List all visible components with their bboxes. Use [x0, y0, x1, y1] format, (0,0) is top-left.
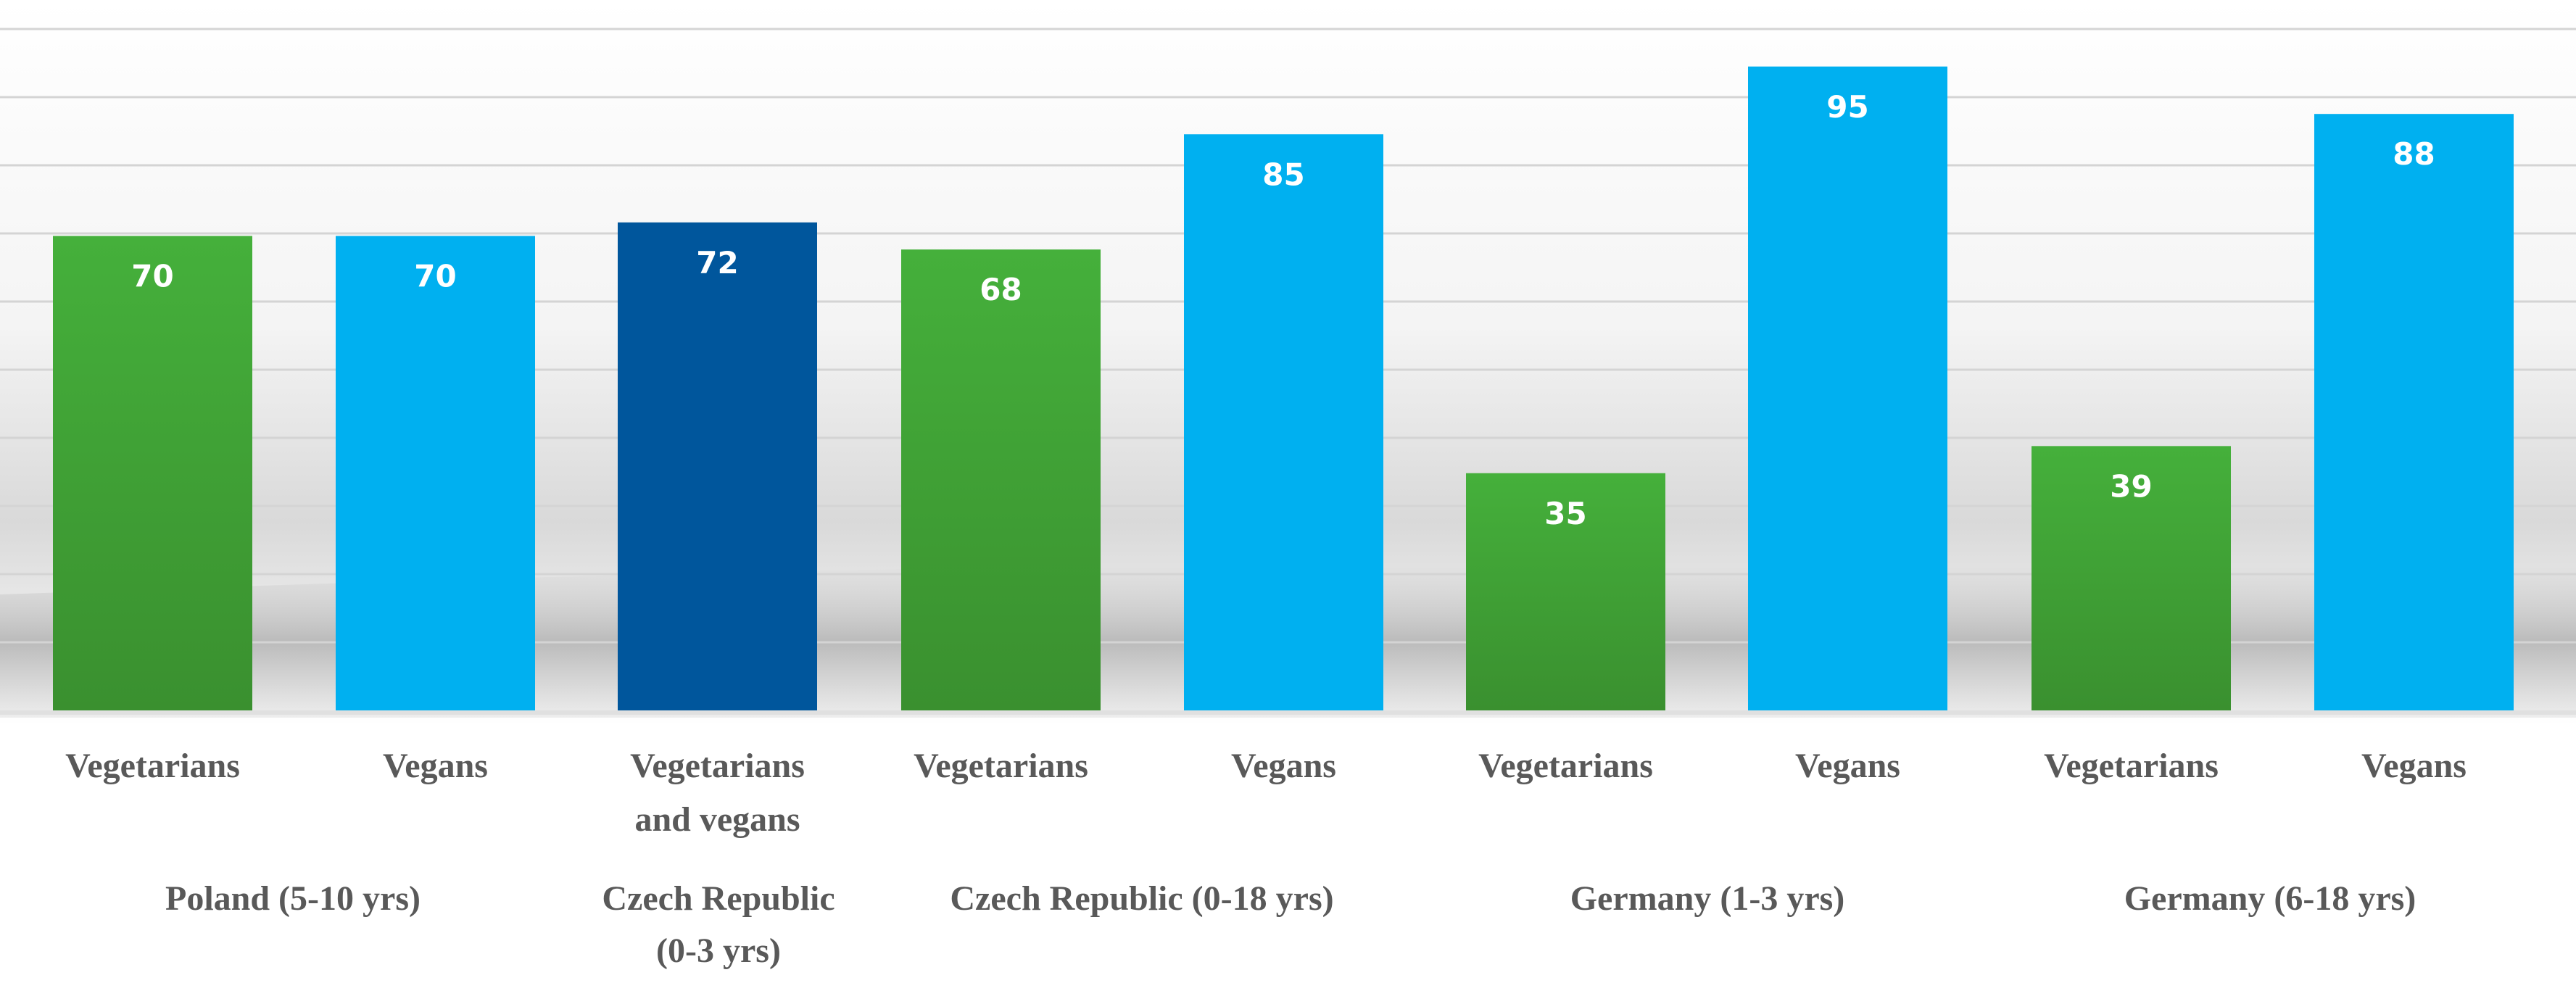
category-label: Vegans: [1795, 747, 1900, 785]
group-label: Germany (6-18 yrs): [2124, 879, 2416, 918]
bar-3: [901, 249, 1101, 710]
category-label: Vegans: [2361, 747, 2467, 785]
bar-value-label: 70: [414, 259, 456, 294]
bar-value-label: 88: [2393, 136, 2435, 172]
bar-value-label: 85: [1262, 157, 1304, 192]
group-label: Poland (5-10 yrs): [165, 879, 421, 918]
bar-value-label: 70: [131, 259, 173, 294]
category-label: Vegetarians: [1478, 747, 1653, 785]
group-label: Germany (1-3 yrs): [1570, 879, 1845, 918]
bar-4: [1184, 134, 1383, 710]
category-label: Vegetarians: [914, 747, 1088, 785]
category-label: Vegans: [383, 747, 488, 785]
bars: [53, 66, 2514, 710]
group-label: Czech Republic (0-18 yrs): [950, 879, 1333, 918]
bar-value-label: 95: [1826, 89, 1868, 125]
category-label: and vegans: [634, 800, 800, 839]
bar-7: [2032, 446, 2231, 710]
bar-2: [618, 222, 817, 710]
axis-baseline: [0, 710, 2576, 715]
bar-5: [1466, 473, 1665, 710]
bar-value-label: 35: [1544, 496, 1586, 531]
bar-1: [336, 236, 535, 710]
category-label: Vegetarians: [2044, 747, 2219, 785]
group-label: Czech Republic: [602, 879, 834, 918]
category-label: Vegetarians: [630, 747, 805, 785]
bar-0: [53, 236, 252, 710]
bar-value-label: 72: [696, 245, 738, 281]
category-label: Vegans: [1231, 747, 1336, 785]
bar-value-label: 68: [980, 272, 1022, 307]
labels: 70 Vegetarians 70 Vegans 72 Vegetarians and ve…: [65, 89, 2467, 970]
group-label: (0-3 yrs): [656, 932, 781, 970]
bar-8: [2314, 114, 2514, 710]
bar-value-label: 39: [2110, 468, 2152, 504]
bar-6: [1748, 66, 1947, 710]
category-label: Vegetarians: [65, 747, 240, 785]
